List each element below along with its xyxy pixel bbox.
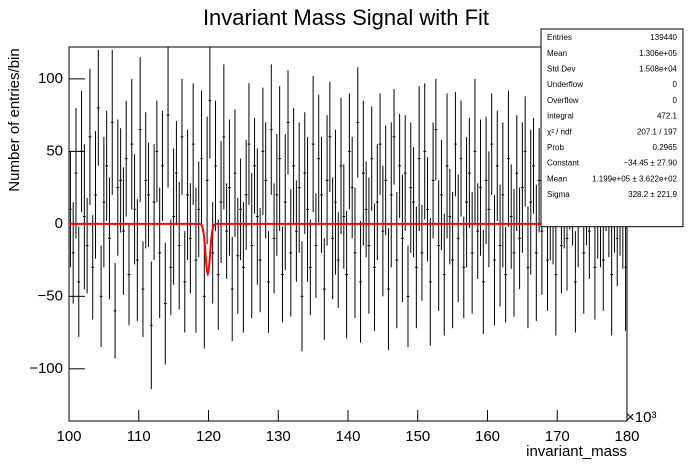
stats-value: 1.306e+05: [639, 49, 678, 58]
stats-key: χ² / ndf: [547, 127, 572, 136]
stats-key: Mean: [547, 49, 567, 58]
stats-value: 1.199e+05 ± 3.622e+02: [592, 174, 677, 183]
stats-key: Std Dev: [547, 65, 575, 74]
fit-curve: [69, 222, 627, 278]
stats-value: 139440: [650, 33, 677, 42]
stats-key: Prob: [547, 143, 564, 152]
stats-value: 0.2965: [653, 143, 678, 152]
x-tick-label: 130: [266, 428, 291, 445]
y-tick-label: −100: [29, 360, 63, 377]
x-tick-label: 100: [56, 428, 81, 445]
y-tick-label: 100: [38, 70, 63, 87]
y-tick-label: 50: [46, 142, 63, 159]
stats-value: 207.1 / 197: [637, 127, 678, 136]
stats-key: Sigma: [547, 190, 570, 199]
stats-value: 1.508e+04: [639, 65, 678, 74]
stats-key: Constant: [547, 159, 580, 168]
stats-key: Entries: [547, 33, 572, 42]
x-tick-label: 150: [405, 428, 430, 445]
x-tick-label: 140: [335, 428, 360, 445]
stats-value: 0: [673, 80, 678, 89]
x-tick-label: 170: [545, 428, 570, 445]
stats-key: Integral: [547, 112, 574, 121]
chart-title: Invariant Mass Signal with Fit: [203, 5, 489, 30]
stats-value: −34.45 ± 27.90: [623, 159, 677, 168]
stats-key: Overflow: [547, 96, 579, 105]
stats-box: [540, 28, 684, 228]
stats-key: Underflow: [547, 80, 583, 89]
x-tick-label: 160: [475, 428, 500, 445]
x-multiplier: ×10³: [626, 409, 656, 426]
x-axis-label: invariant_mass: [526, 443, 627, 460]
y-tick-label: 0: [55, 215, 63, 232]
stats-value: 0: [673, 96, 678, 105]
x-tick-label: 120: [196, 428, 221, 445]
stats-value: 472.1: [657, 112, 678, 121]
x-tick-label: 110: [127, 428, 151, 445]
stats-value: 328.2 ± 221.9: [628, 190, 677, 199]
x-tick-label: 180: [614, 428, 639, 445]
y-axis-label: Number of entries/bin: [6, 48, 23, 191]
y-tick-label: −50: [38, 287, 63, 304]
stats-key: Mean: [547, 174, 567, 183]
